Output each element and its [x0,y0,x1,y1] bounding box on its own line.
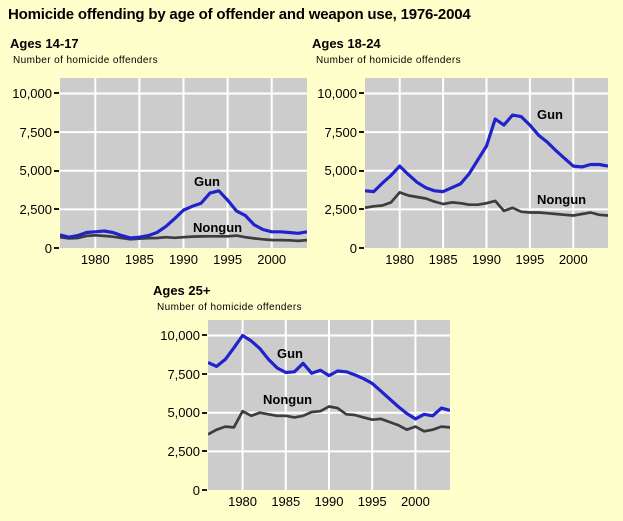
y-tick-mark [54,247,59,249]
chart-title: Ages 18-24 [312,36,381,51]
y-tick-mark [359,208,364,211]
y-tick-label: 10,000 [12,85,52,101]
x-tick-label: 1980 [80,252,110,267]
nongun-series-label: Nongun [263,392,313,407]
y-tick-mark [359,131,364,134]
y-tick-label: 0 [349,240,357,256]
y-tick-label: 10,000 [160,327,200,343]
x-tick-label: 1995 [357,494,387,509]
x-tick-label: 1990 [472,252,501,267]
y-tick-label: 7,500 [19,124,52,140]
nongun-line [60,233,307,243]
y-tick-label: 0 [192,482,200,498]
plot-canvas [365,78,608,248]
x-tick-label: 1985 [428,252,458,267]
gun-line [208,333,450,421]
page-title: Homicide offending by age of offender an… [8,6,471,23]
y-tick-mark [54,169,59,172]
x-tick-label: 1980 [385,252,415,267]
x-tick-label: 1985 [124,252,154,267]
nongun-series-label: Nongun [537,192,587,207]
y-tick-mark [54,92,59,95]
chart-title: Ages 14-17 [10,36,79,51]
y-tick-label: 2,500 [324,201,357,217]
y-tick-label: 5,000 [167,405,200,421]
x-tick-label: 1995 [515,252,545,267]
plot-canvas [60,78,307,248]
y-tick-label: 2,500 [167,443,200,459]
x-tick-label: 1985 [271,494,301,509]
chart-y-axis-title: Number of homicide offenders [157,302,302,313]
y-tick-label: 5,000 [324,163,357,179]
nongun-series-label: Nongun [193,220,243,235]
gun-series-label: Gun [277,346,303,361]
x-tick-label: 1995 [213,252,243,267]
y-tick-mark [202,373,207,376]
nongun-line [208,405,450,436]
x-tick-label: 1980 [228,494,258,509]
y-tick-label: 2,500 [19,201,52,217]
plot-region: 0 2,500 5,000 7,500 10,000 1980 1985 1990 1995 20… [12,78,307,267]
gun-line [60,189,307,240]
y-tick-mark [202,489,207,491]
nongun-line [365,191,608,217]
plot-region: 0 2,500 5,000 7,500 10,000 1980 1985 1990 1995 20… [160,320,450,509]
y-tick-mark [359,92,364,95]
chart-y-axis-title: Number of homicide offenders [13,55,158,66]
y-tick-label: 10,000 [317,85,357,101]
plot-canvas [208,320,450,490]
x-tick-label: 2000 [257,252,287,267]
x-tick-label: 1990 [169,252,198,267]
x-tick-label: 2000 [558,252,588,267]
chart-title: Ages 25+ [153,283,211,298]
gun-series-label: Gun [537,107,563,122]
y-tick-label: 0 [44,240,52,256]
y-tick-mark [202,334,207,337]
y-tick-mark [359,169,364,172]
y-tick-mark [359,247,364,249]
y-tick-mark [202,411,207,414]
x-tick-label: 1990 [314,494,344,509]
y-tick-mark [202,450,207,453]
gun-series-label: Gun [194,174,220,189]
y-tick-mark [54,131,59,134]
y-tick-label: 7,500 [167,366,200,382]
x-tick-label: 2000 [400,494,430,509]
y-tick-mark [54,208,59,211]
chart-y-axis-title: Number of homicide offenders [316,55,461,66]
y-tick-label: 7,500 [324,124,357,140]
y-tick-label: 5,000 [19,163,52,179]
gun-line [365,113,608,194]
plot-region: 0 2,500 5,000 7,500 10,000 1980 1985 1990 1995 20… [317,78,608,267]
